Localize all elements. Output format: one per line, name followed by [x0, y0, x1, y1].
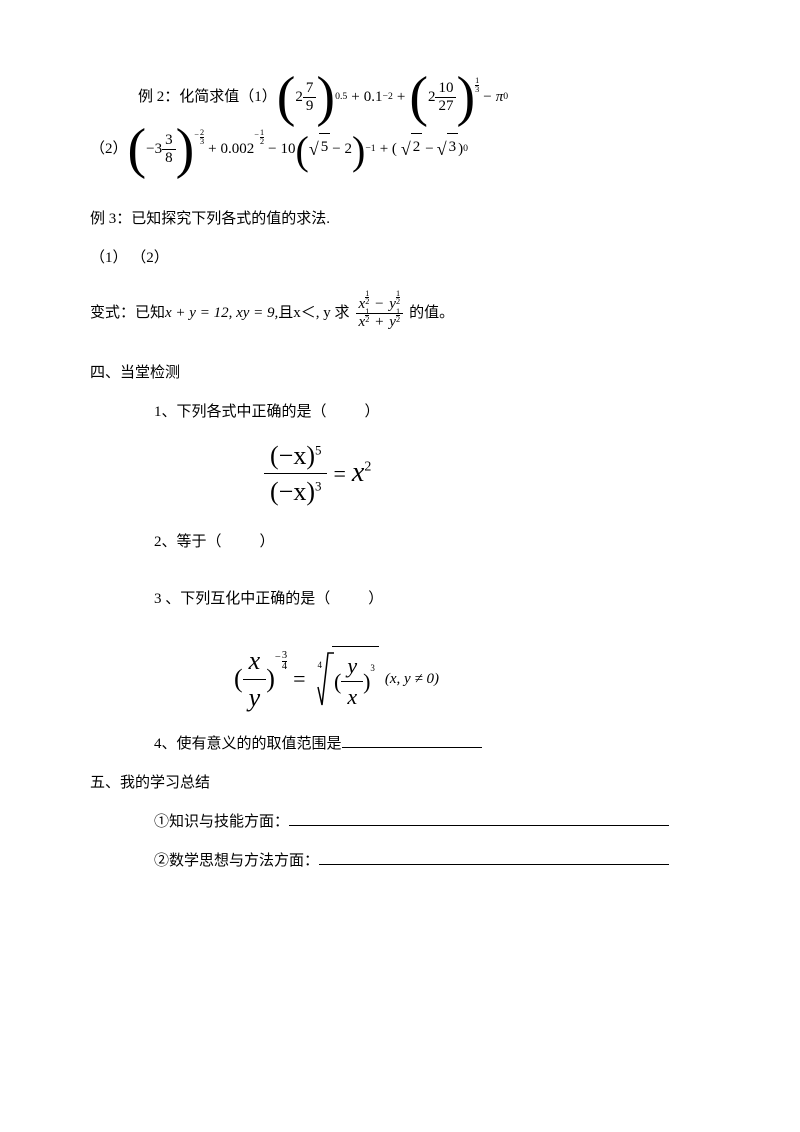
- ex2-expr-1: ( 2 79 ) 0.5 + 0.1−2 + ( 2 1027 ) 13 − π…: [277, 80, 508, 114]
- question-2: 2、等于（）: [90, 529, 710, 556]
- blank-input[interactable]: [342, 733, 482, 748]
- section-5-title: 五、我的学习总结: [90, 770, 710, 797]
- example-3-line-2: （1） （2）: [90, 245, 710, 272]
- example-3-line-1: 例 3：已知探究下列各式的值的求法.: [90, 206, 710, 233]
- variant-suffix: 的值。: [409, 300, 454, 327]
- variant-eq: x + y = 12, xy = 9,: [165, 300, 278, 327]
- question-1: 1、下列各式中正确的是（）: [90, 399, 710, 426]
- summary-line-1: ①知识与技能方面：: [90, 809, 710, 836]
- variant-prefix: 变式：已知: [90, 300, 165, 327]
- summary-line-2: ②数学思想与方法方面：: [90, 848, 710, 875]
- question-3: 3 、下列互化中正确的是（）: [90, 586, 710, 613]
- blank-input[interactable]: [319, 850, 669, 865]
- variant-problem: 变式：已知 x + y = 12, xy = 9, 且x＜, y 求 x12 −…: [90, 296, 710, 330]
- question-4: 4、使有意义的的取值范围是: [90, 731, 710, 758]
- variant-frac: x12 − y12 x12 + y12: [356, 296, 404, 330]
- example-2-part-1: 例 2：化简求值（1） ( 2 79 ) 0.5 + 0.1−2 + ( 2 1…: [90, 80, 710, 114]
- section-4-title: 四、当堂检测: [90, 360, 710, 387]
- question-3-equation: ( x y ) −34 = 4 ( y x ) 3 (x, y ≠ 0): [170, 643, 710, 714]
- ex2-p2-expr: ( −3 38 ) −23 + 0.002 −12 − 10 ( √5 − 2 …: [128, 132, 469, 166]
- variant-mid: 且x＜, y 求: [278, 300, 349, 327]
- ex2-label: 例 2：化简求值（1）: [138, 84, 277, 111]
- ex2-p2-label: （2）: [90, 136, 128, 163]
- example-2-part-2: （2） ( −3 38 ) −23 + 0.002 −12 − 10 ( √5 …: [90, 132, 710, 166]
- question-1-equation: (−x)5 (−x)3 = x2: [200, 438, 710, 509]
- blank-input[interactable]: [289, 811, 669, 826]
